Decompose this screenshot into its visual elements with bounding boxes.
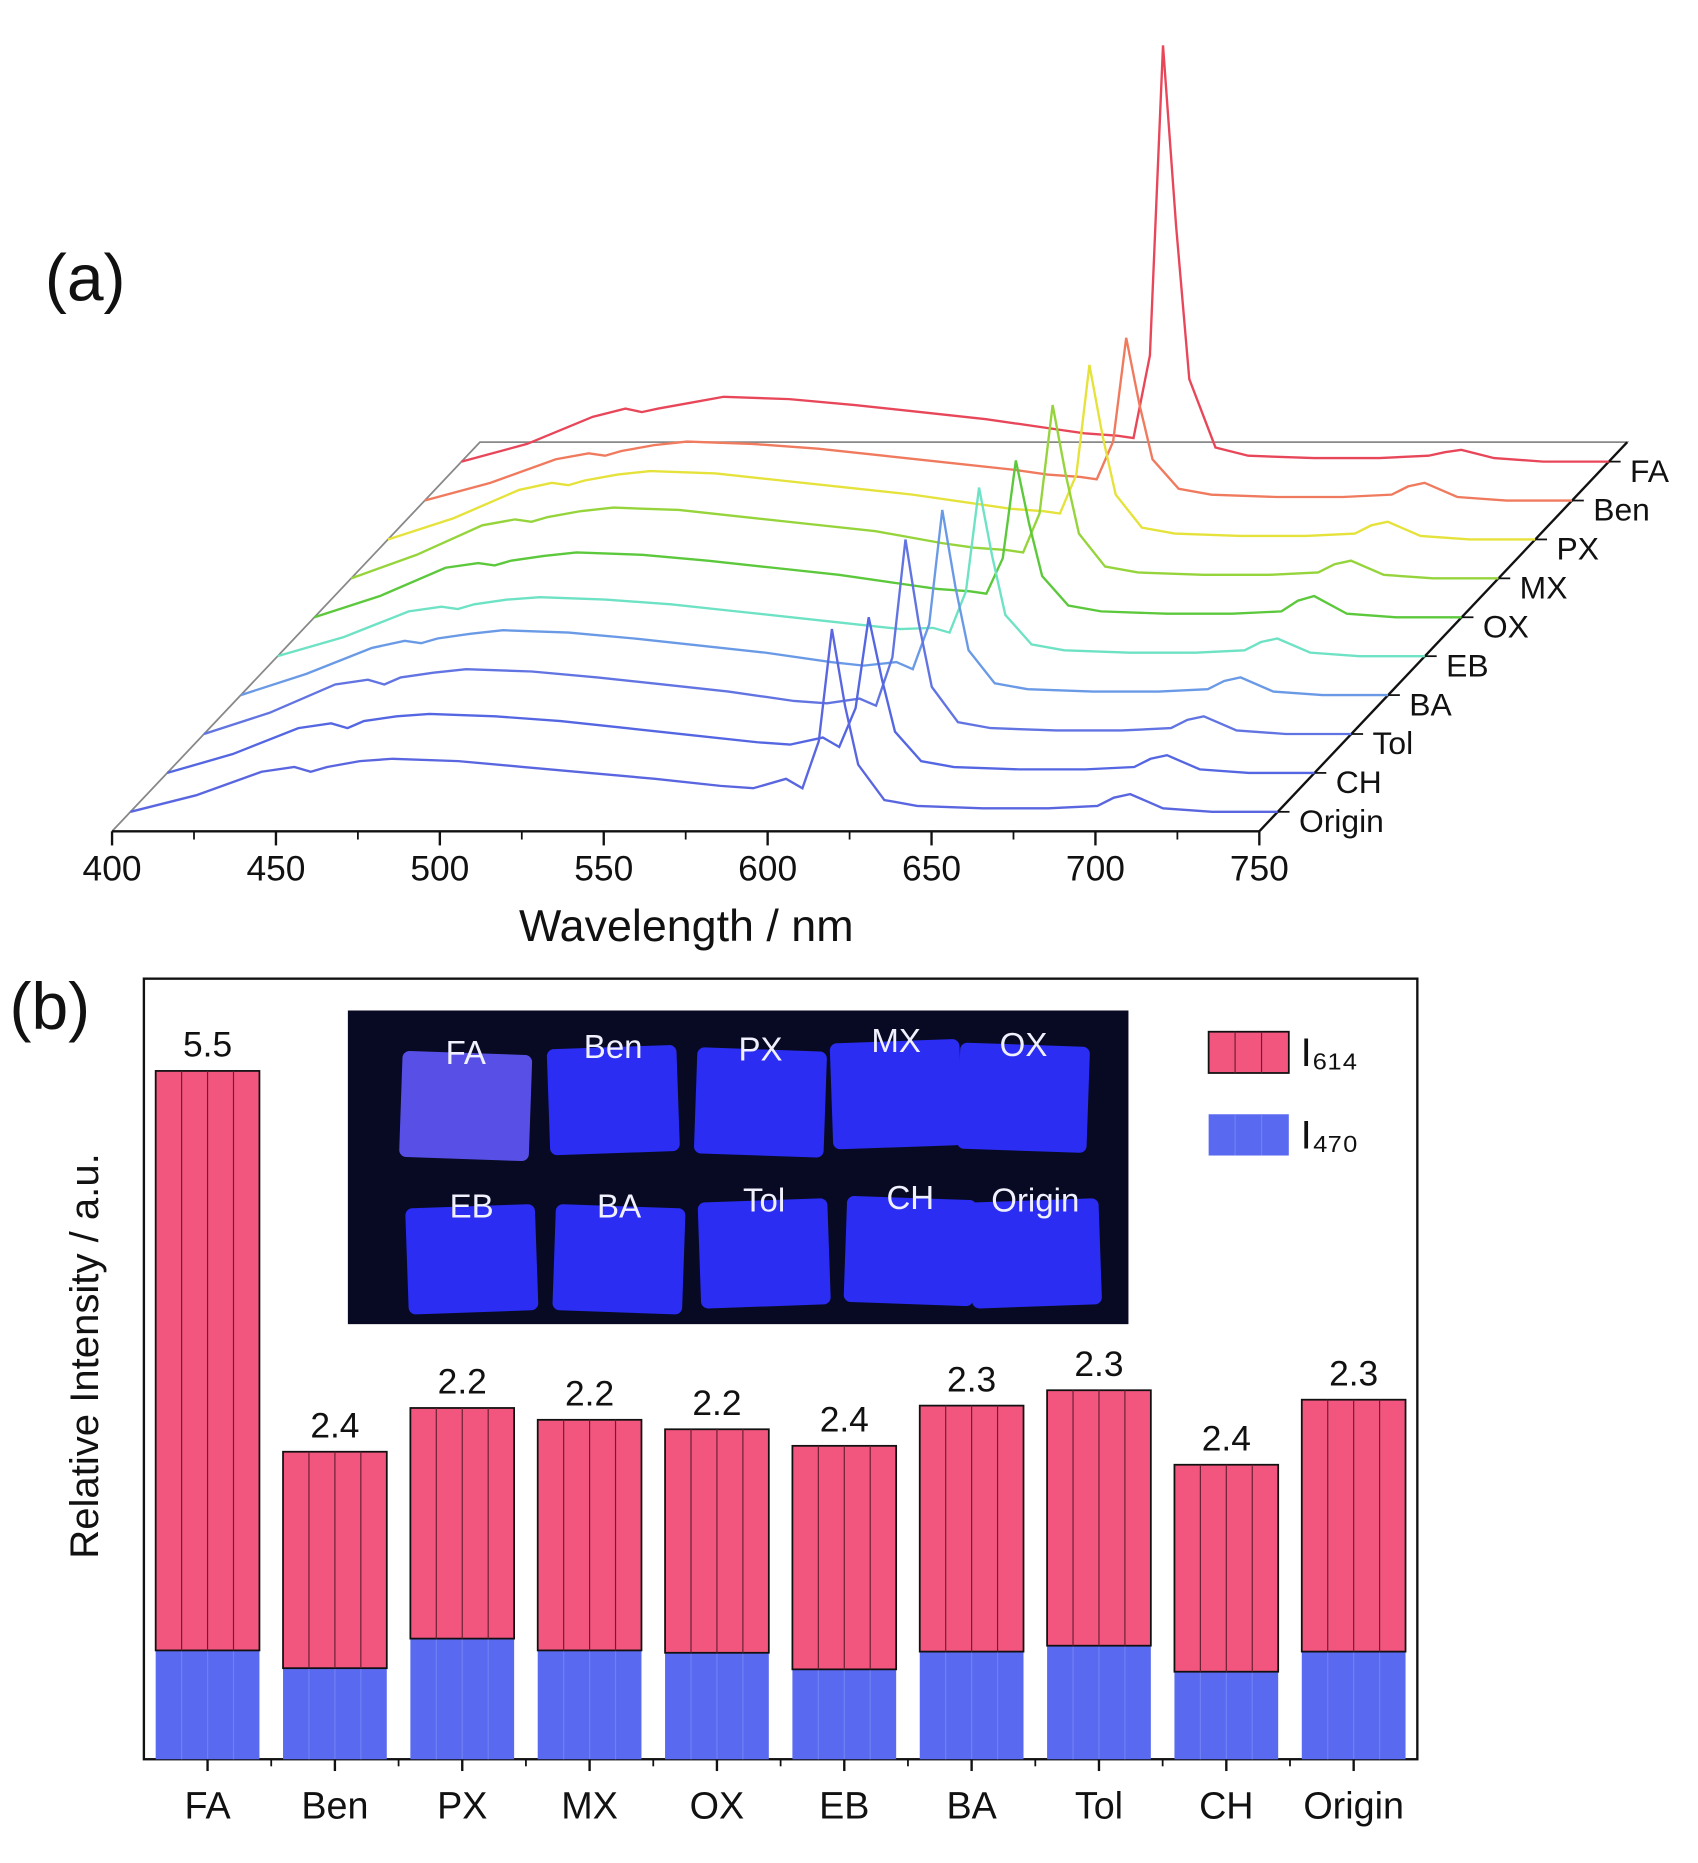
- depth-label: MX: [1520, 570, 1568, 606]
- x-tick-label: PX: [437, 1785, 487, 1827]
- depth-label: OX: [1483, 608, 1529, 644]
- ratio-label: 2.3: [947, 1360, 996, 1399]
- sample-square: [697, 1198, 831, 1309]
- legend-label: I₄₇₀: [1301, 1113, 1359, 1157]
- inset-label: Tol: [743, 1181, 785, 1218]
- sample-square: [399, 1050, 533, 1162]
- inset-label: Ben: [584, 1028, 643, 1065]
- spectrum: [130, 628, 1278, 813]
- legend-label: I₆₁₄: [1301, 1031, 1358, 1075]
- inset-label: MX: [871, 1022, 920, 1059]
- sample-square: [694, 1047, 827, 1158]
- ratio-label: 2.2: [692, 1384, 741, 1423]
- sample-square: [969, 1198, 1102, 1309]
- sample-square: [956, 1042, 1090, 1153]
- legend-swatch: [1208, 1114, 1289, 1156]
- x-tick-label: 400: [83, 850, 142, 889]
- legend-swatch: [1207, 1030, 1290, 1074]
- ratio-label: 2.4: [1202, 1420, 1251, 1459]
- ratio-label: 2.4: [820, 1401, 869, 1440]
- x-tick-label: 700: [1066, 850, 1125, 889]
- ratio-label: 2.3: [1329, 1354, 1378, 1393]
- depth-label: Tol: [1373, 725, 1414, 761]
- inset-label: FA: [446, 1034, 486, 1071]
- spectrum: [314, 460, 1462, 619]
- inset-label: BA: [597, 1187, 641, 1224]
- spectrum: [277, 487, 1425, 658]
- ratio-label: 2.4: [310, 1407, 359, 1446]
- depth-axis: [1258, 441, 1629, 833]
- x-tick-label: 500: [410, 850, 469, 889]
- axis-frame: [111, 441, 1630, 832]
- spectrum: [461, 45, 1609, 463]
- y-axis-title: Relative Intensity / a.u.: [63, 1153, 107, 1558]
- panel-label: (b): [9, 969, 90, 1043]
- sample-square: [829, 1039, 963, 1150]
- depth-label: EB: [1446, 647, 1488, 683]
- ratio-label: 2.2: [438, 1363, 487, 1402]
- depth-label: PX: [1556, 531, 1598, 567]
- depth-label: Ben: [1593, 492, 1650, 528]
- sample-square: [546, 1045, 680, 1156]
- x-tick-label: 750: [1230, 850, 1289, 889]
- inset-label: PX: [739, 1030, 783, 1067]
- x-tick-label: Ben: [301, 1785, 368, 1827]
- x-tick-label: EB: [819, 1785, 869, 1827]
- sample-square: [405, 1204, 539, 1315]
- x-tick-label: 600: [738, 850, 797, 889]
- inset-photo: FA Ben PX MX OX EB BA Tol CH Origin: [347, 1010, 1129, 1325]
- spectrum: [350, 404, 1499, 580]
- x-tick-label: OX: [690, 1785, 745, 1827]
- x-tick-label: MX: [561, 1785, 618, 1827]
- sample-square: [843, 1195, 977, 1307]
- x-axis-title: Wavelength / nm: [519, 901, 853, 951]
- x-tick-label: 650: [902, 850, 961, 889]
- depth-label: FA: [1630, 453, 1670, 489]
- inset-label: OX: [1000, 1026, 1048, 1063]
- panel-label: (a): [45, 240, 126, 314]
- x-tick-label: Origin: [1303, 1785, 1404, 1827]
- inset-label: Origin: [991, 1181, 1079, 1218]
- ratio-label: 2.3: [1074, 1345, 1123, 1384]
- spectrum: [240, 509, 1389, 697]
- depth-label: Origin: [1299, 803, 1384, 839]
- x-tick-label: Tol: [1075, 1785, 1123, 1827]
- x-tick-label: FA: [184, 1785, 231, 1827]
- sample-square: [552, 1204, 686, 1315]
- depth-label: CH: [1336, 764, 1382, 800]
- ratio-label: 5.5: [183, 1026, 232, 1065]
- inset-label: CH: [886, 1179, 934, 1216]
- spectrum: [166, 617, 1315, 775]
- depth-label: BA: [1409, 686, 1452, 722]
- x-tick-label: CH: [1199, 1785, 1253, 1827]
- x-tick-label: 550: [574, 850, 633, 889]
- x-tick-label: 450: [246, 850, 305, 889]
- x-tick-label: BA: [946, 1785, 997, 1827]
- spectrum: [387, 364, 1536, 541]
- spectrum: [203, 539, 1352, 736]
- ratio-label: 2.2: [565, 1375, 614, 1414]
- inset-label: EB: [450, 1187, 494, 1224]
- spectrum: [424, 337, 1573, 502]
